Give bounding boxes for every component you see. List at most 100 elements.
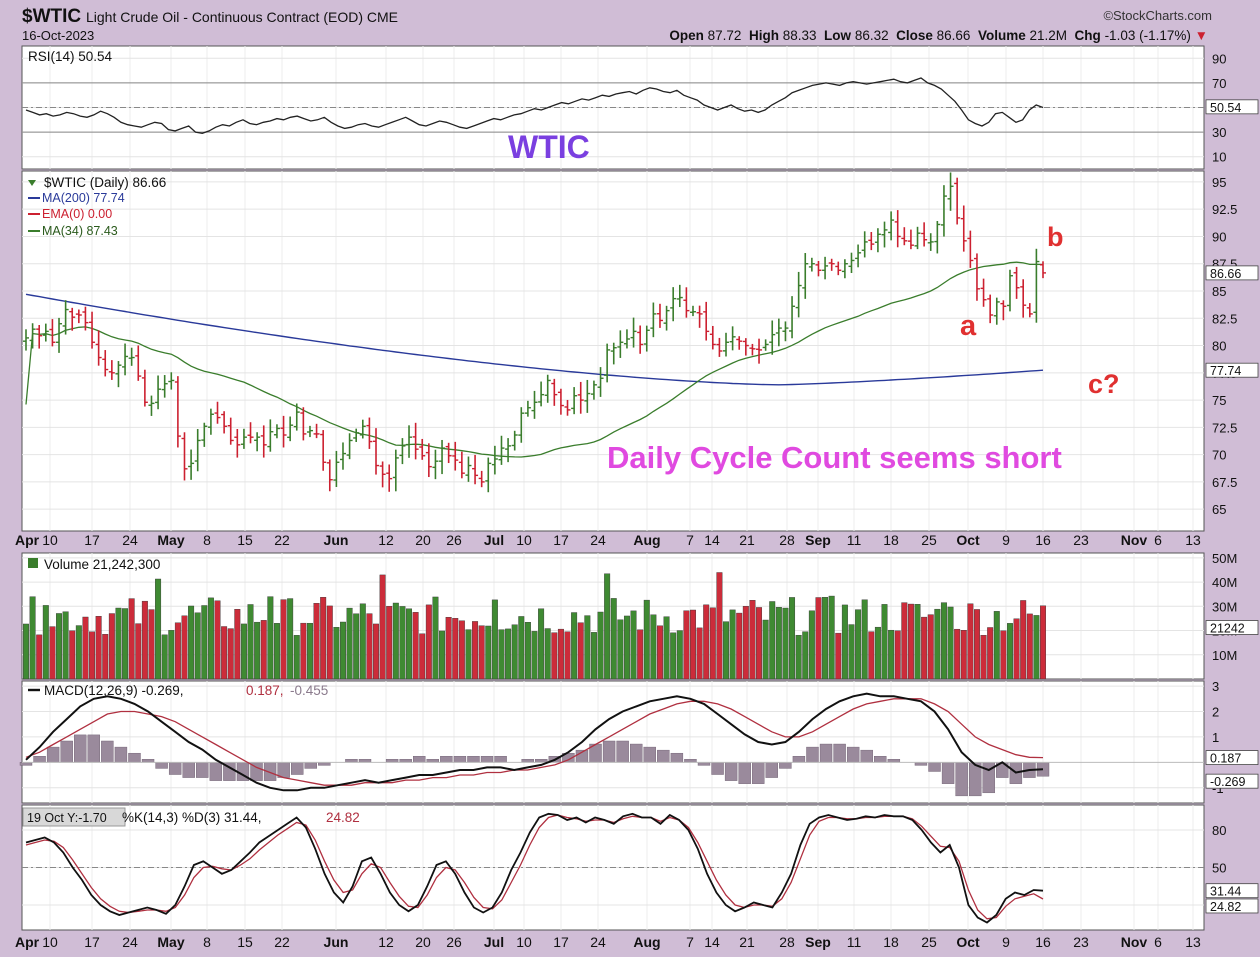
volume-bar: [577, 622, 584, 680]
macd-legend-hist: -0.455: [290, 683, 328, 698]
macd-histogram-bar: [168, 762, 182, 775]
volume-bar: [973, 609, 980, 680]
x-axis-label: 13: [1185, 532, 1201, 548]
x-axis-label: 21: [739, 934, 755, 950]
x-axis-label: 8: [203, 934, 211, 950]
volume-bar: [590, 632, 597, 680]
volume-bar: [571, 612, 578, 680]
volume-bar: [478, 625, 485, 680]
volume-bar: [379, 574, 386, 680]
x-axis-label: 21: [739, 532, 755, 548]
volume-bar: [485, 625, 492, 680]
macd-histogram-bar: [833, 743, 846, 763]
volume-tick-label: 10M: [1212, 648, 1237, 663]
macd-histogram-bar: [630, 743, 643, 763]
macd-last-value: -0.269: [1210, 775, 1245, 789]
volume-bar: [657, 625, 663, 680]
x-axis-label: 16: [1035, 532, 1051, 548]
volume-bar: [148, 609, 155, 680]
volume-legend: Volume 21,242,300: [44, 557, 160, 572]
rsi-tick-label: 10: [1212, 150, 1226, 165]
price-tick-label: 75: [1212, 393, 1226, 408]
volume-bar: [227, 628, 234, 680]
volume-last-value: 21242: [1210, 622, 1245, 636]
rsi-tick-label: 30: [1212, 125, 1226, 140]
macd-histogram-bar: [74, 734, 87, 763]
ma34-legend: MA(34) 87.43: [42, 224, 118, 238]
volume-bar: [848, 624, 855, 680]
macd-signal-last-value: 0.187: [1210, 752, 1241, 766]
volume-bar: [498, 629, 505, 680]
ma200-last-value-box: [1205, 362, 1259, 378]
volume-bar: [221, 626, 228, 680]
volume-bar: [214, 600, 221, 680]
x-axis-label: 8: [203, 532, 211, 548]
volume-bar: [861, 599, 868, 680]
macd-last-value-box: [1205, 773, 1259, 789]
volume-bar: [597, 611, 604, 680]
stochastics-k-last-value: 31.44: [1210, 885, 1241, 899]
x-axis-label: 26: [446, 532, 462, 548]
volume-bar: [141, 600, 148, 680]
volume-bar: [888, 629, 895, 680]
volume-bar: [491, 599, 498, 680]
volume-bar: [531, 631, 538, 680]
instrument-name: Light Crude Oil - Continuous Contract (E…: [86, 9, 399, 25]
volume-bar: [637, 629, 644, 680]
volume-bar: [709, 607, 716, 680]
volume-bar: [676, 630, 683, 680]
volume-bar: [419, 633, 426, 680]
volume-bar: [894, 630, 901, 680]
price-tick-label: 72.5: [1212, 420, 1237, 435]
volume-bar: [557, 628, 564, 680]
volume-bar: [458, 620, 465, 680]
rsi-legend: RSI(14) 50.54: [28, 49, 113, 64]
x-axis-label: Sep: [805, 934, 831, 950]
volume-bar: [808, 610, 815, 680]
volume-bar: [789, 597, 796, 680]
ema-legend: EMA(0) 0.00: [42, 207, 112, 221]
volume-bar: [729, 609, 736, 680]
volume-bar: [670, 632, 677, 680]
volume-bar: [775, 607, 782, 680]
volume-bar: [511, 624, 518, 680]
x-axis-label: Jun: [324, 532, 349, 548]
volume-last-value-box: [1205, 620, 1259, 635]
price-tick-label: 70: [1212, 448, 1226, 463]
volume-bar: [742, 606, 749, 680]
x-axis-label: Aug: [633, 532, 660, 548]
volume-bar: [960, 630, 967, 680]
macd-histogram-bar: [453, 756, 467, 763]
macd-histogram-bar: [874, 756, 887, 763]
volume-bar: [287, 598, 294, 680]
volume-bar: [749, 600, 756, 680]
volume-bar: [313, 603, 320, 680]
volume-bar: [188, 605, 195, 680]
price-tick-label: 65: [1212, 502, 1226, 517]
rsi-line: [25, 77, 1044, 134]
macd-histogram-bar: [955, 762, 968, 797]
macd-histogram-bar: [494, 756, 507, 763]
macd-histogram-bar: [806, 746, 819, 763]
macd-histogram-bar: [792, 756, 806, 763]
volume-bar: [399, 606, 406, 680]
volume-bar: [273, 623, 280, 680]
x-axis-label: 22: [274, 934, 290, 950]
x-axis-label: 7: [686, 934, 694, 950]
volume-bar: [828, 595, 835, 680]
x-axis-label: Sep: [805, 532, 831, 548]
volume-tick-label: 30M: [1212, 599, 1237, 614]
stochastics-legend: %K(14,3) %D(3) 31.44,: [122, 810, 262, 825]
volume-bar: [756, 607, 763, 680]
volume-bar: [690, 609, 696, 680]
macd-histogram-bar: [46, 746, 60, 763]
x-axis-label: 22: [274, 532, 290, 548]
down-arrow-icon: ▼: [1194, 28, 1208, 43]
volume-bar: [914, 604, 921, 680]
volume-bar: [174, 622, 181, 680]
x-axis-label: 18: [883, 934, 899, 950]
volume-bar: [472, 621, 479, 680]
volume-bar: [980, 635, 987, 680]
volume-bar: [452, 618, 459, 680]
volume-bar: [538, 608, 545, 680]
